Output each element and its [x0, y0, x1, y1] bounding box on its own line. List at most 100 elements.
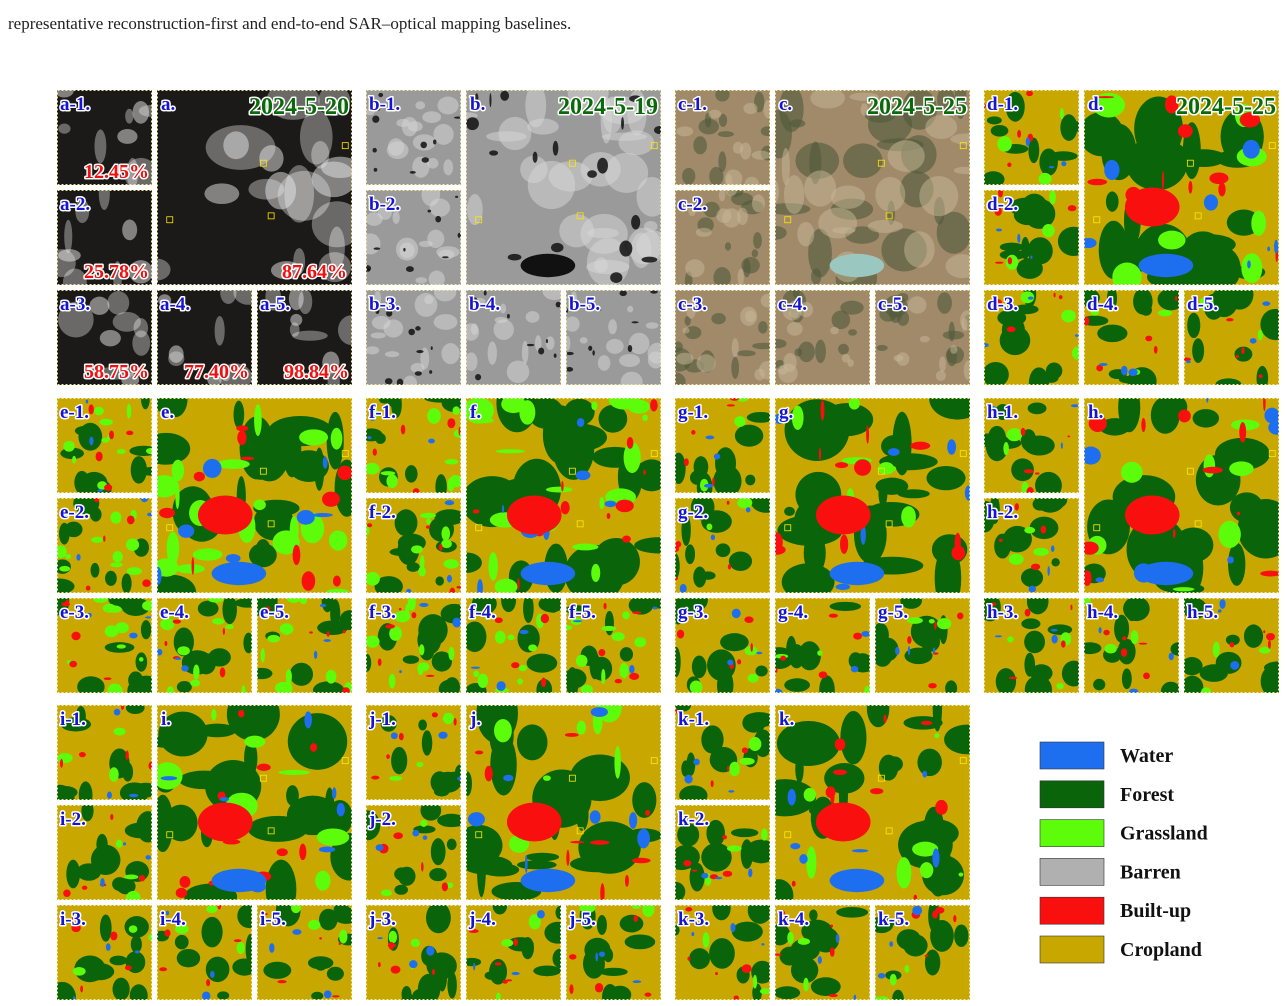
texture-blob	[175, 887, 188, 899]
texture-blob	[494, 962, 502, 966]
panel-label: h-1.	[987, 402, 1018, 423]
texture-blob	[115, 622, 129, 634]
texture-blob	[590, 656, 613, 681]
texture-blob	[413, 825, 436, 834]
texture-blob	[112, 551, 123, 563]
texture-blob	[994, 206, 1002, 216]
texture-blob	[693, 136, 707, 155]
panel-label: d-4.	[1087, 294, 1118, 315]
texture-blob	[93, 598, 109, 604]
texture-blob	[330, 427, 343, 450]
panel-label: h-2.	[987, 502, 1018, 523]
roi-marker	[1186, 159, 1194, 167]
texture-blob	[498, 116, 532, 151]
panel-label: j-3.	[368, 909, 396, 930]
roi-marker	[475, 831, 483, 839]
texture-blob	[727, 659, 734, 666]
texture-blob	[691, 869, 698, 872]
texture-blob	[160, 618, 175, 631]
texture-blob	[643, 469, 646, 475]
texture-blob	[433, 139, 437, 145]
texture-blob	[289, 662, 314, 686]
texture-blob	[1112, 262, 1142, 285]
texture-blob	[677, 507, 688, 514]
texture-blob	[1121, 461, 1143, 483]
texture-blob	[685, 907, 693, 912]
texture-blob	[867, 105, 913, 144]
texture-blob	[722, 208, 741, 228]
texture-blob	[566, 605, 590, 615]
texture-blob	[444, 677, 460, 693]
texture-blob	[147, 512, 152, 517]
image-tile	[675, 90, 770, 185]
texture-blob	[370, 332, 386, 339]
texture-blob	[1016, 258, 1043, 279]
texture-blob	[887, 140, 925, 172]
texture-blob	[279, 623, 294, 635]
texture-blob	[257, 667, 273, 680]
texture-blob	[1200, 687, 1212, 693]
texture-blob	[913, 894, 918, 900]
texture-blob	[196, 653, 216, 675]
roi-marker	[885, 827, 893, 835]
tile-border	[775, 90, 970, 285]
texture-blob	[1157, 309, 1173, 317]
texture-blob	[710, 534, 716, 541]
texture-blob	[731, 921, 763, 942]
texture-blob	[930, 919, 954, 952]
texture-blob	[57, 90, 74, 98]
texture-blob	[877, 972, 886, 979]
texture-blob	[901, 90, 937, 130]
texture-blob	[1262, 301, 1271, 306]
texture-blob	[94, 129, 107, 164]
texture-blob	[332, 787, 337, 799]
texture-blob	[333, 907, 352, 924]
texture-blob	[737, 398, 748, 402]
texture-blob	[526, 653, 558, 673]
roi-marker	[166, 216, 174, 224]
texture-blob	[1007, 162, 1012, 168]
texture-blob	[256, 763, 271, 772]
texture-blob	[415, 326, 421, 331]
texture-blob	[309, 631, 313, 634]
texture-blob	[201, 916, 223, 948]
tile-border	[157, 290, 252, 385]
texture-blob	[503, 774, 514, 782]
texture-blob	[219, 667, 226, 678]
texture-blob	[166, 686, 175, 693]
texture-blob	[384, 378, 393, 385]
texture-blob	[1103, 629, 1110, 636]
texture-blob	[1249, 338, 1257, 344]
texture-blob	[786, 321, 803, 336]
texture-blob	[394, 867, 410, 881]
tile-border	[1184, 598, 1279, 693]
panel-label: j-2.	[368, 809, 396, 830]
texture-blob	[601, 132, 648, 141]
image-tile	[57, 598, 152, 693]
texture-blob	[112, 311, 141, 332]
texture-blob	[107, 683, 123, 693]
texture-blob	[317, 620, 349, 636]
tile-border	[1084, 598, 1179, 693]
texture-blob	[74, 425, 98, 436]
texture-blob	[225, 554, 241, 563]
texture-blob	[307, 919, 321, 931]
texture-blob	[233, 939, 242, 943]
texture-blob	[59, 565, 71, 572]
tile-border	[675, 498, 770, 593]
roi-marker	[650, 142, 658, 150]
texture-blob	[501, 939, 514, 947]
texture-blob	[85, 585, 91, 591]
texture-blob	[403, 247, 406, 252]
image-tile	[57, 398, 152, 493]
image-tile	[57, 190, 152, 285]
texture-blob	[484, 765, 493, 782]
texture-blob	[1201, 304, 1206, 311]
texture-blob	[407, 598, 416, 611]
texture-blob	[1060, 114, 1078, 141]
tile-border	[775, 398, 970, 593]
texture-blob	[756, 651, 763, 655]
texture-blob	[80, 985, 84, 993]
texture-blob	[426, 952, 457, 980]
texture-blob	[1178, 409, 1191, 423]
